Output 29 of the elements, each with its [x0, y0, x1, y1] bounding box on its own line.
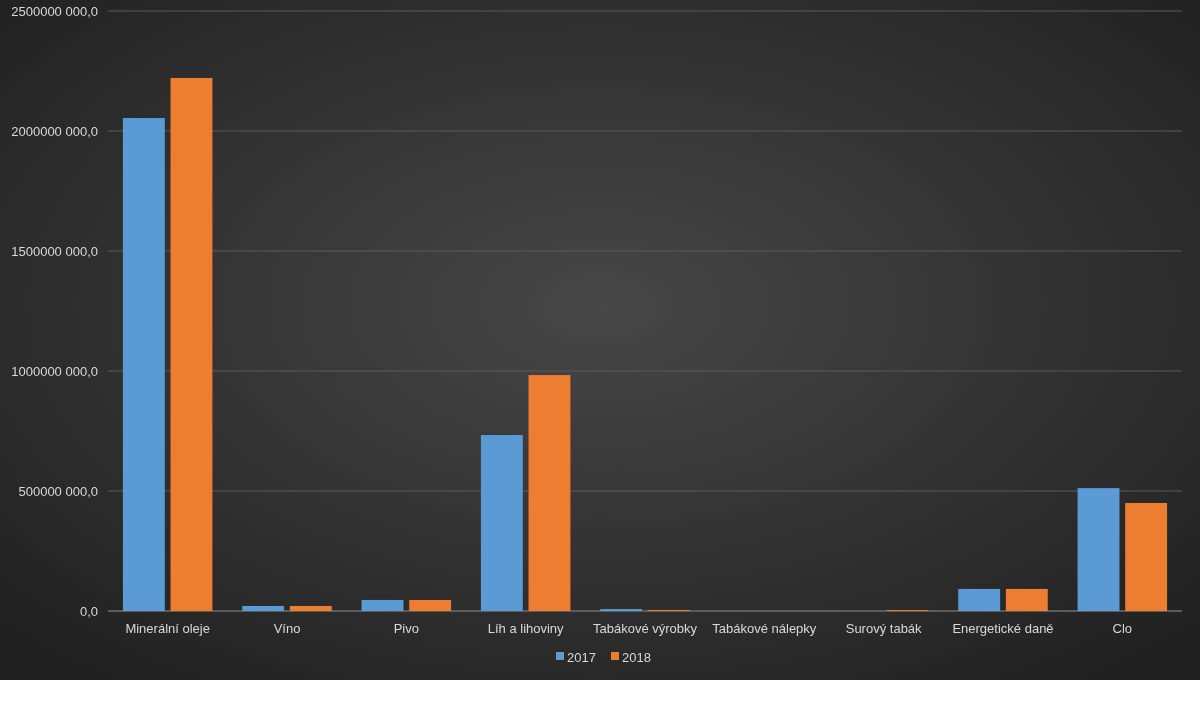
bar [528, 375, 571, 611]
y-tick-label: 500000 000,0 [18, 483, 98, 499]
x-tick-label: Minerální oleje [125, 621, 210, 636]
bar [361, 599, 404, 611]
bar [958, 588, 1001, 611]
x-tick-label: Tabákové výrobky [592, 621, 698, 636]
y-tick-label: 1000000 000,0 [11, 363, 98, 379]
x-tick-label: Pivo [393, 621, 419, 636]
bar [409, 599, 452, 611]
y-tick-label: 2500000 000,0 [11, 3, 98, 19]
bar [170, 77, 213, 611]
y-tick-label: 1500000 000,0 [11, 243, 98, 259]
x-tick-label: Surový tabák [845, 621, 923, 636]
legend-label: 2018 [622, 649, 651, 665]
bar [1077, 488, 1120, 611]
bar [122, 118, 165, 611]
bar [1005, 588, 1048, 611]
x-tick-label: Energetické daně [952, 621, 1054, 636]
x-tick-label: Víno [273, 621, 301, 636]
x-tick-label: Clo [1112, 621, 1133, 636]
bar [242, 605, 285, 611]
bar [480, 435, 523, 611]
y-tick-label: 2000000 000,0 [11, 123, 98, 139]
bar [289, 605, 332, 611]
legend-label: 2017 [567, 649, 596, 665]
x-tick-label: Líh a lihoviny [487, 621, 565, 636]
bar [1125, 503, 1168, 611]
y-tick-label: 0,0 [79, 603, 98, 619]
x-tick-label: Tabákové nálepky [712, 621, 817, 636]
